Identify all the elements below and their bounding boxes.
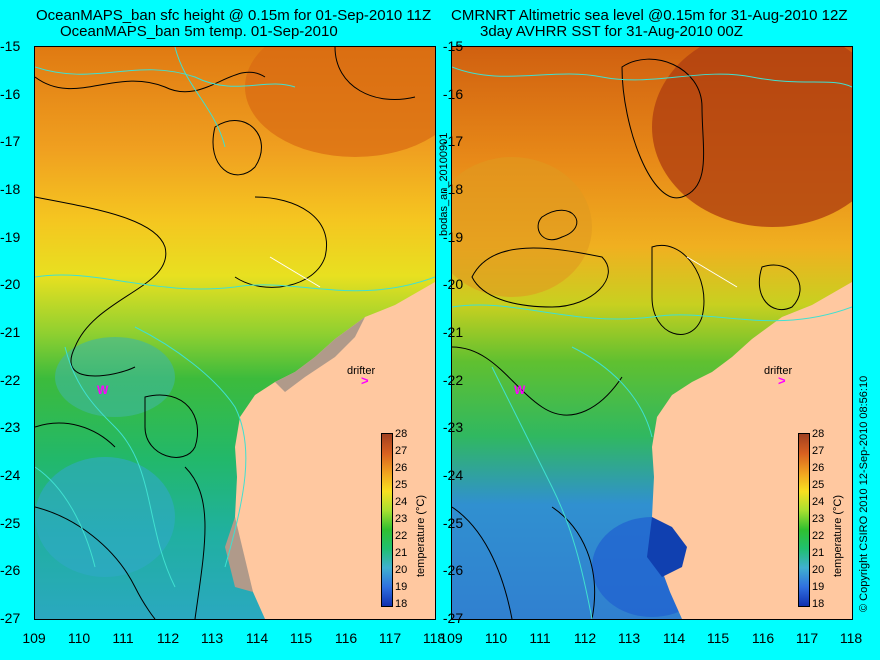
y-tick-label: -18 <box>0 181 21 197</box>
colorbar-title-right: temperature (°C) <box>832 494 844 577</box>
drifter-arrow-right: > <box>778 373 786 388</box>
x-tick-label: 115 <box>706 630 730 646</box>
x-tick-label: 117 <box>378 630 402 646</box>
drifter-label-right: drifter <box>764 365 793 377</box>
y-tick-label: -17 <box>442 133 464 149</box>
x-tick-label: 114 <box>662 630 686 646</box>
y-tick-label: -23 <box>442 419 464 435</box>
w-marker-right: W <box>514 383 526 397</box>
y-tick-label: -16 <box>0 86 21 102</box>
y-tick-label: -16 <box>442 86 464 102</box>
x-tick-label: 118 <box>839 630 863 646</box>
y-tick-label: -21 <box>442 324 464 340</box>
colorbar-right <box>798 433 810 607</box>
x-tick-label: 116 <box>751 630 775 646</box>
colorbar-left <box>381 433 393 607</box>
y-tick-label: -18 <box>442 181 464 197</box>
left-title-line1: OceanMAPS_ban sfc height @ 0.15m for 01-… <box>36 7 432 24</box>
y-tick-label: -21 <box>0 324 21 340</box>
x-tick-label: 110 <box>67 630 91 646</box>
w-marker-left: W <box>97 383 109 397</box>
x-tick-label: 111 <box>529 630 551 646</box>
x-tick-label: 110 <box>484 630 508 646</box>
x-tick-label: 112 <box>156 630 180 646</box>
y-tick-label: -27 <box>442 610 464 626</box>
analysis-id-label: bodas_an_20100901 <box>438 132 450 236</box>
x-tick-label: 117 <box>795 630 819 646</box>
copyright-label: © Copyright CSIRO 2010 12-Sep-2010 08:56… <box>858 375 870 612</box>
x-tick-label: 115 <box>289 630 313 646</box>
drifter-label-left: drifter <box>347 365 376 377</box>
drifter-arrow-left: > <box>361 373 369 388</box>
right-title-line2: 3day AVHRR SST for 31-Aug-2010 00Z <box>480 23 743 40</box>
y-tick-label: -25 <box>0 515 21 531</box>
y-tick-label: -15 <box>442 38 464 54</box>
right-map-panel: drifter > W 28 27 26 25 24 23 22 21 20 1… <box>451 46 853 620</box>
y-tick-label: -15 <box>0 38 21 54</box>
y-tick-label: -23 <box>0 419 21 435</box>
y-tick-label: -20 <box>442 276 464 292</box>
x-tick-label: 111 <box>112 630 134 646</box>
y-tick-label: -17 <box>0 133 21 149</box>
x-tick-label: 112 <box>573 630 597 646</box>
right-sst-map <box>452 47 852 619</box>
y-tick-label: -25 <box>442 515 464 531</box>
x-tick-label: 116 <box>334 630 358 646</box>
x-tick-label: 113 <box>617 630 641 646</box>
y-tick-label: -20 <box>0 276 21 292</box>
y-tick-label: -24 <box>0 467 21 483</box>
colorbar-title-left: temperature (°C) <box>415 494 427 577</box>
left-map-panel: drifter > W 28 27 26 25 24 23 22 21 20 1… <box>34 46 436 620</box>
y-tick-label: -24 <box>442 467 464 483</box>
y-tick-label: -26 <box>0 562 21 578</box>
y-tick-label: -27 <box>0 610 21 626</box>
x-tick-label: 114 <box>245 630 269 646</box>
x-tick-label: 113 <box>200 630 224 646</box>
right-title-line1: CMRNRT Altimetric sea level @0.15m for 3… <box>451 7 848 24</box>
y-tick-label: -19 <box>442 229 464 245</box>
y-tick-label: -22 <box>0 372 21 388</box>
x-tick-label: 109 <box>439 630 463 646</box>
x-tick-label: 109 <box>22 630 46 646</box>
left-sst-map <box>35 47 435 619</box>
y-tick-label: -19 <box>0 229 21 245</box>
x-tick-label: 118 <box>422 630 446 646</box>
left-title-line2: OceanMAPS_ban 5m temp. 01-Sep-2010 <box>60 23 338 40</box>
y-tick-label: -22 <box>442 372 464 388</box>
y-tick-label: -26 <box>442 562 464 578</box>
